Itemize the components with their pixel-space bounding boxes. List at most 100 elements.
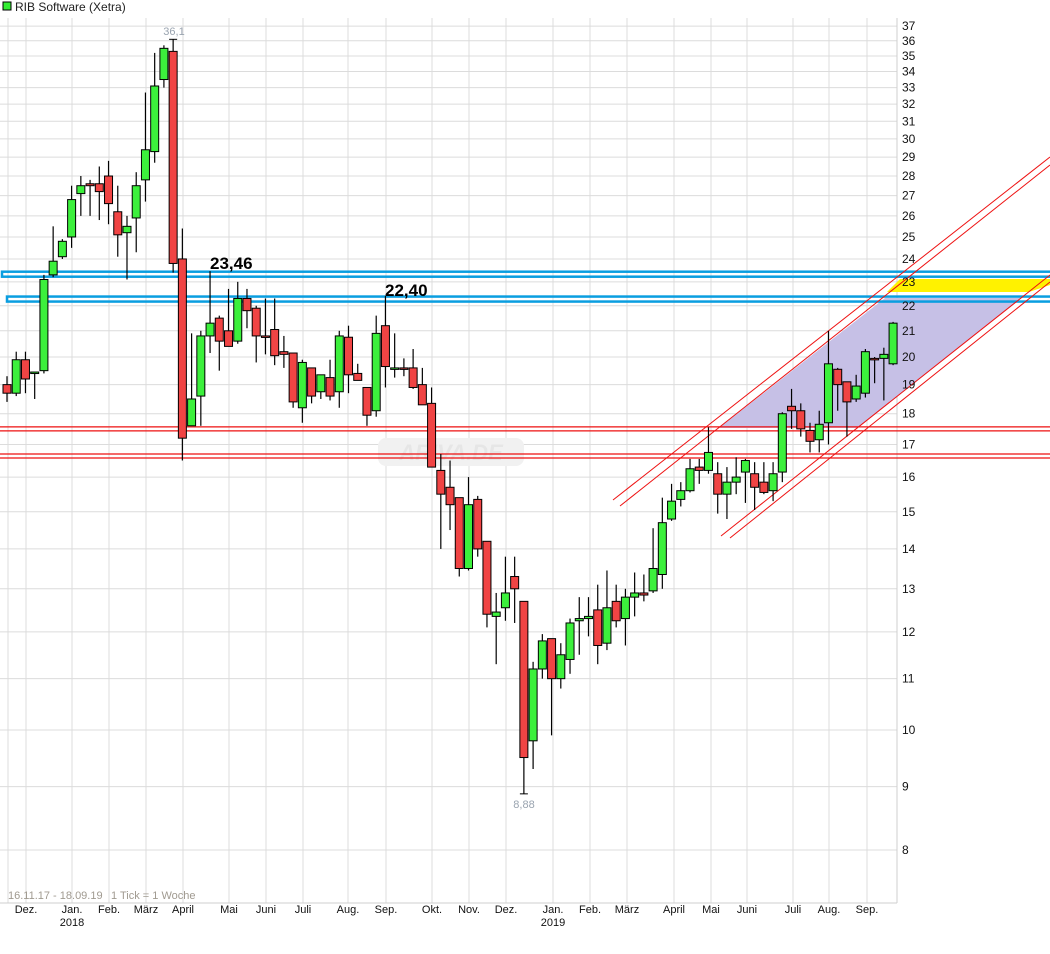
x-tick-label: Juli (295, 904, 312, 916)
tick-info: 1 Tick = 1 Woche (111, 890, 195, 902)
x-tick-label: Nov. (458, 904, 480, 916)
candle-body (187, 398, 197, 427)
candle (94, 166, 104, 221)
candle-body (583, 615, 593, 620)
candle (787, 388, 797, 429)
candle (417, 367, 427, 406)
candle (57, 239, 67, 259)
candle (593, 584, 603, 665)
y-axis: 8 9 10 11 12 13 14 15 16 17 18 19 20 21 22 23 24 25 26 27 28… (902, 19, 916, 857)
y-tick-label: 11 (902, 672, 915, 686)
highlight-zone (887, 279, 1050, 292)
x-tick-label: Feb. (579, 904, 601, 916)
candle-body (297, 361, 307, 409)
candle-body (131, 185, 141, 219)
candle-body (777, 413, 787, 473)
watermark: ARIVA.DE (378, 438, 524, 466)
candle (740, 458, 750, 503)
candle-body (159, 47, 169, 81)
candle (260, 298, 270, 355)
x-tick-label: Aug. (337, 904, 360, 916)
candle-body (214, 317, 224, 342)
candle (353, 363, 363, 381)
y-tick-label: 32 (902, 97, 916, 111)
candle (48, 226, 58, 278)
resistance-label-1: 23,46 (210, 254, 253, 273)
candle (759, 462, 769, 495)
x-tick-label: Juni (737, 904, 757, 916)
candle (685, 458, 695, 493)
candle-body (454, 497, 464, 569)
candle (380, 296, 390, 388)
candle (390, 333, 400, 378)
candle (565, 618, 575, 674)
trend-channel-line (619, 164, 1050, 507)
candle-body (851, 385, 861, 400)
candle-body (94, 183, 104, 193)
candle-body (787, 405, 797, 412)
candle-body (639, 592, 649, 596)
candle (122, 215, 132, 280)
candle-body (833, 368, 843, 386)
candle-body (574, 618, 584, 622)
candle-body (39, 279, 49, 372)
y-tick-label: 29 (902, 150, 916, 164)
y-tick-label: 33 (902, 81, 916, 95)
candle (131, 172, 141, 253)
candle-body (76, 185, 86, 195)
candle (76, 176, 86, 216)
candle-body (537, 640, 547, 670)
candle (344, 325, 354, 394)
x-tick-label: Dez. (495, 904, 518, 916)
candle-body (270, 329, 280, 357)
candle-body (48, 260, 58, 276)
candle (888, 321, 898, 366)
candle-body (85, 183, 95, 187)
candle (842, 381, 852, 437)
candle (491, 592, 501, 665)
candle (602, 570, 612, 651)
candle-body (657, 522, 667, 576)
candle-body (556, 654, 566, 680)
candle (833, 367, 843, 411)
candle (870, 357, 880, 384)
candle-body (57, 240, 67, 258)
x-tick-label: Sep. (375, 904, 398, 916)
candle (694, 458, 704, 484)
candle-body (104, 175, 114, 205)
candle (583, 597, 593, 637)
candle (500, 556, 510, 621)
candle-body (491, 611, 501, 617)
x-tick-label: Jan. (62, 904, 83, 916)
candle-body (519, 600, 529, 759)
candle (750, 462, 760, 511)
y-tick-label: 19 (902, 378, 916, 392)
candle-body (814, 423, 824, 441)
candle-body (408, 367, 418, 388)
candle (574, 597, 584, 655)
y-tick-label: 34 (902, 65, 916, 79)
x-tick-label: Sep. (856, 904, 879, 916)
candle (454, 497, 464, 577)
candle (464, 477, 473, 571)
candle-body (113, 211, 123, 236)
candle-body (380, 325, 390, 368)
candle (334, 330, 344, 408)
candle-body (20, 359, 30, 380)
candle (814, 410, 824, 453)
y-tick-label: 8 (902, 843, 909, 857)
x-tick-label: Feb. (98, 904, 120, 916)
candle (316, 374, 326, 399)
candle (510, 556, 520, 623)
candle-body (242, 297, 252, 312)
candle-body (842, 381, 852, 403)
legend-swatch-icon (2, 1, 12, 11)
candle (39, 274, 49, 374)
candle (805, 422, 815, 453)
grid (0, 18, 898, 904)
candle-body (150, 85, 160, 153)
candle (113, 185, 123, 257)
candle (427, 387, 437, 468)
candle (67, 185, 77, 248)
